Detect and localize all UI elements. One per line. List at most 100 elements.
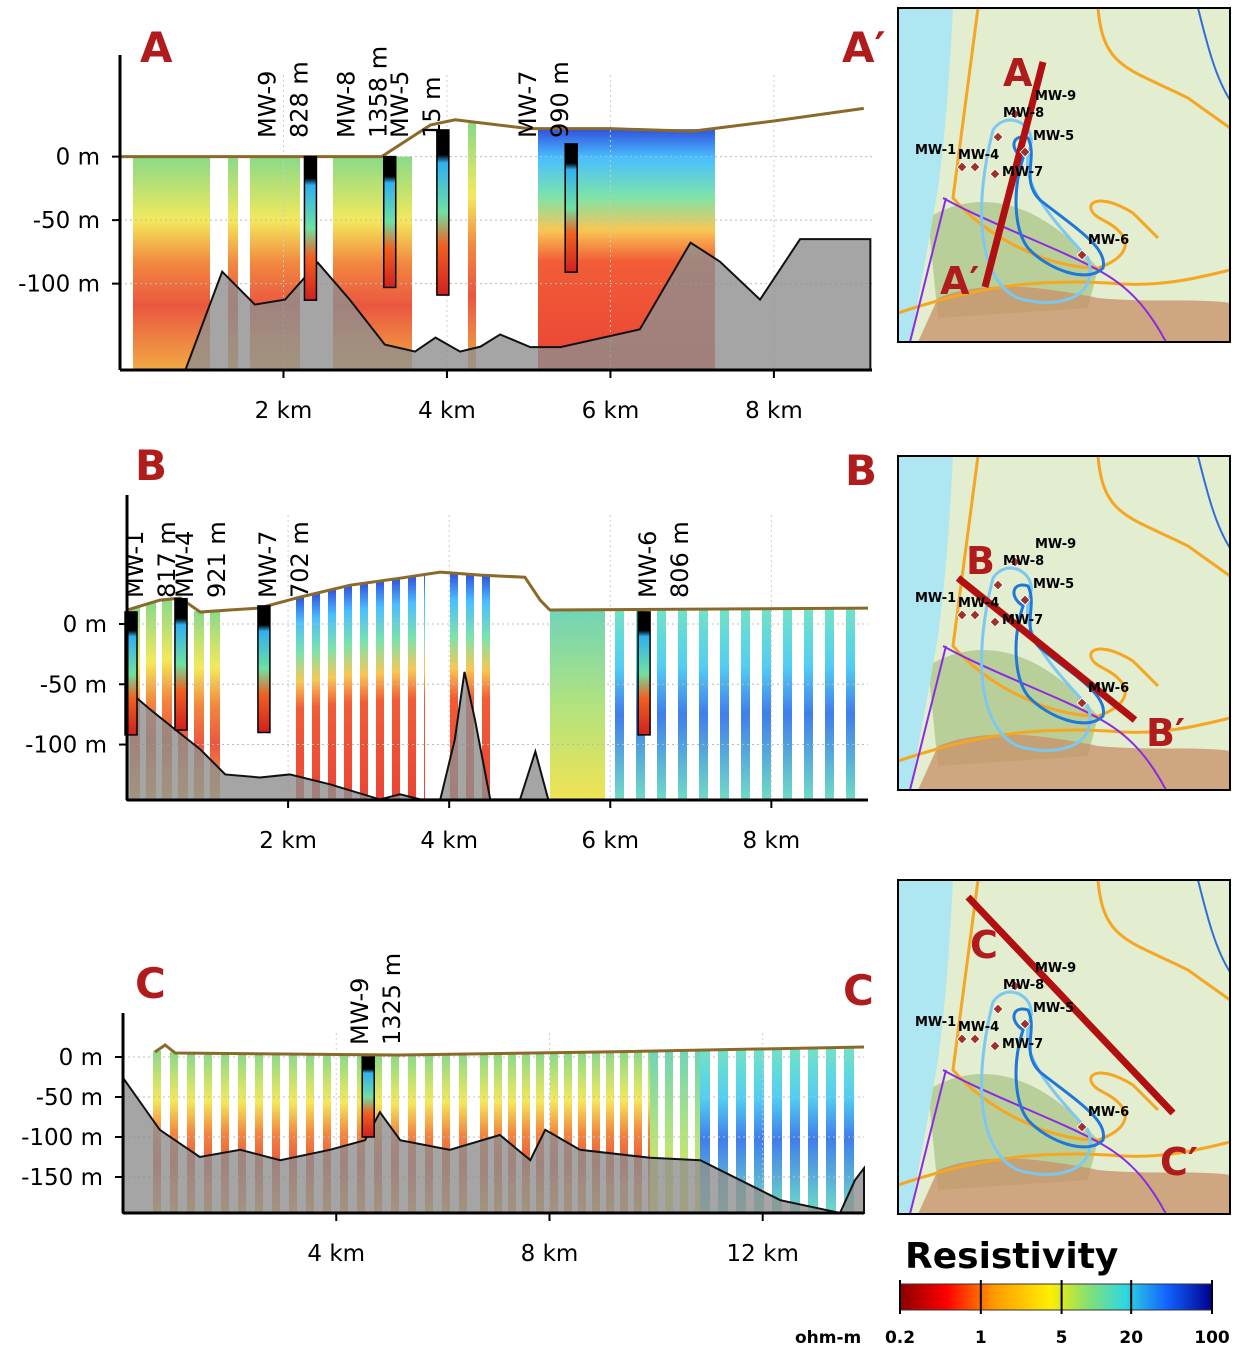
well-distance: 1325 m	[378, 953, 406, 1045]
resistivity-strip	[754, 1049, 764, 1213]
map-mountains	[918, 1158, 1230, 1214]
well-distance: 828 m	[285, 61, 313, 138]
well-name: MW-9	[1035, 961, 1076, 976]
colorbar-tick-label: 20	[1119, 1328, 1143, 1348]
section-start-label: A	[140, 23, 173, 72]
colorbar-unit: ohm-m	[795, 1328, 861, 1348]
ground-surface	[120, 106, 865, 159]
well-marker	[1019, 594, 1031, 606]
map-plume-inner	[1012, 583, 1106, 725]
map-boundary	[909, 197, 1167, 343]
resistivity-strip	[408, 576, 416, 800]
resistivity-strip	[450, 573, 458, 800]
colorbar-tick-label: 1	[975, 1328, 987, 1348]
map-plume-outer	[980, 118, 1092, 304]
well-log	[564, 143, 578, 273]
x-tick-label: 8 km	[521, 1241, 579, 1267]
resistivity-strip	[736, 1049, 746, 1213]
resistivity-strip	[482, 575, 490, 800]
resistivity-strip	[564, 1052, 572, 1213]
map-contour	[951, 455, 1160, 718]
section-line	[981, 61, 1047, 288]
map-ocean	[898, 456, 953, 790]
map-plume-inner	[1012, 135, 1106, 277]
map-frame	[897, 7, 1231, 343]
y-tick-label: -150 m	[21, 1165, 103, 1191]
map-end-label: B′	[1146, 711, 1185, 755]
basement	[183, 238, 872, 371]
well-name: MW-4	[171, 531, 199, 598]
location-map: MW-9 MW-8 MW-5 MW-1 MW-4MW-7 MW-6 A A′	[897, 7, 1231, 343]
resistivity-strip	[718, 1049, 728, 1213]
resistivity-strip	[340, 1054, 348, 1213]
ground-surface	[126, 570, 869, 614]
well-marker	[1019, 146, 1031, 158]
well-name: MW-9	[253, 71, 281, 138]
resistivity-strip	[550, 1052, 558, 1213]
location-map: MW-9 MW-8 MW-5 MW-1 MW-4MW-7 MW-6 C C′	[897, 879, 1231, 1215]
map-hills	[928, 650, 1098, 766]
y-tick-label: -50 m	[33, 208, 100, 234]
resistivity-strip	[204, 1053, 212, 1213]
resistivity-strip	[210, 611, 220, 800]
map-end-label: A′	[940, 259, 979, 303]
well-marker	[992, 131, 1004, 143]
map-start-label: B	[966, 539, 995, 583]
map-plume-inner	[1012, 1007, 1106, 1149]
map-ocean	[898, 8, 953, 342]
well-name: MW-4	[958, 148, 999, 163]
well-name: MW-8	[1003, 106, 1044, 121]
resistivity-strip	[695, 1050, 700, 1213]
map-hills	[928, 202, 1098, 318]
well-name: MW-4	[958, 1020, 999, 1035]
colorbar-tick-label: 100	[1194, 1328, 1230, 1348]
well-name: MW-4	[958, 596, 999, 611]
y-tick-label: -100 m	[25, 733, 107, 759]
x-tick-label: 4 km	[418, 398, 476, 424]
section-line	[965, 894, 1176, 1116]
x-tick-label: 6 km	[581, 828, 639, 854]
x-tick-label: 2 km	[255, 398, 313, 424]
well-name: MW-1	[915, 1015, 956, 1030]
resistivity-strip	[508, 1053, 516, 1213]
resistivity-strip	[678, 609, 687, 800]
well-name: MW-5	[1033, 1001, 1074, 1016]
well-distance: 702 m	[286, 521, 314, 598]
well-name: MW-7	[1002, 1037, 1043, 1052]
section-start-label: C	[135, 959, 166, 1008]
resistivity-strip	[648, 1051, 650, 1213]
y-tick-label: -100 m	[21, 1125, 103, 1151]
resistivity-strip	[194, 611, 204, 800]
well-marker	[956, 609, 968, 621]
basement	[122, 1074, 865, 1215]
map-river	[1197, 7, 1231, 101]
well-name: MW-7	[1002, 613, 1043, 628]
resistivity-strip	[720, 608, 729, 800]
well-name: MW-6	[1088, 1105, 1129, 1120]
well-marker	[989, 168, 1001, 180]
resistivity-strip	[187, 1053, 195, 1213]
well-name: MW-5	[386, 71, 414, 138]
section-end-label: C	[843, 966, 874, 1015]
x-tick-label: 4 km	[307, 1241, 365, 1267]
resistivity-strip	[408, 1054, 416, 1213]
well-name: MW-6	[1088, 233, 1129, 248]
map-contour	[897, 716, 1231, 763]
well-log	[257, 605, 271, 734]
map-ocean	[898, 880, 953, 1214]
resistivity-strip	[790, 1048, 800, 1213]
resistivity-strip	[699, 609, 708, 800]
well-name: MW-1	[915, 591, 956, 606]
resistivity-strip	[494, 1053, 502, 1213]
well-log	[637, 611, 651, 736]
resistivity-strip	[480, 1053, 488, 1213]
section-start-label: B	[135, 441, 167, 490]
well-distance: 817 m	[153, 521, 181, 598]
resistivity-strip	[466, 574, 474, 800]
section-end-label: A′	[842, 23, 886, 72]
y-tick-label: 0 m	[56, 145, 100, 171]
map-contour	[951, 879, 1160, 1142]
map-plume-outer	[980, 990, 1092, 1176]
map-frame	[897, 879, 1231, 1215]
resistivity-strip	[425, 1054, 433, 1213]
